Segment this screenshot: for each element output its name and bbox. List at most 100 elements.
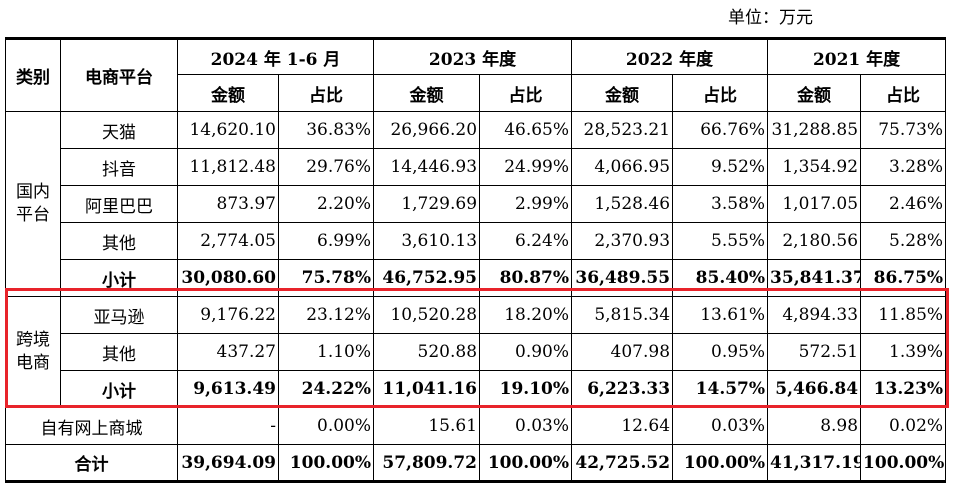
platform-label: 小计	[60, 370, 178, 408]
amount-cell: 30,080.60	[177, 259, 279, 297]
table-row: 抖音 11,812.48 29.76% 14,446.93 24.99% 4,066.95…	[6, 148, 947, 186]
table-row: 其他 437.27 1.10% 520.88 0.90% 407.98 0.95% 572.5…	[6, 333, 947, 371]
share-cell: 2.99%	[479, 185, 573, 223]
amount-cell: 4,066.95	[571, 148, 674, 186]
amount-cell: 26,966.20	[373, 111, 481, 149]
header-share: 占比	[672, 74, 769, 112]
share-cell: 2.46%	[860, 185, 947, 223]
amount-cell: 36,489.55	[571, 259, 674, 297]
share-cell: 13.61%	[672, 296, 769, 334]
share-cell: 75.73%	[860, 111, 947, 149]
share-cell: 1.10%	[277, 333, 375, 371]
header-period: 2022 年度	[571, 38, 769, 75]
amount-cell: 2,370.93	[571, 222, 674, 260]
share-cell: 3.58%	[672, 185, 769, 223]
share-cell: 0.03%	[479, 407, 573, 445]
share-cell: 66.76%	[672, 111, 769, 149]
category-label-line: 跨境	[16, 330, 50, 350]
amount-cell: 57,809.72	[373, 444, 481, 482]
amount-cell: 9,613.49	[177, 370, 279, 408]
category-cell: 国内 平台	[5, 111, 61, 297]
subtotal-row: 小计 30,080.60 75.78% 46,752.95 80.87% 36,489.5…	[6, 259, 947, 297]
platform-label: 抖音	[60, 148, 178, 186]
share-cell: 24.99%	[479, 148, 573, 186]
amount-cell: 1,528.46	[571, 185, 674, 223]
amount-cell: 5,815.34	[571, 296, 674, 334]
header-period: 2023 年度	[373, 38, 573, 75]
platform-label: 亚马逊	[60, 296, 178, 334]
amount-cell: 46,752.95	[373, 259, 481, 297]
share-cell: 24.22%	[277, 370, 375, 408]
header-share: 占比	[277, 74, 375, 112]
amount-cell: 14,620.10	[177, 111, 279, 149]
share-cell: 100.00%	[277, 444, 375, 482]
amount-cell: 9,176.22	[177, 296, 279, 334]
platform-label: 小计	[60, 259, 178, 297]
header-share: 占比	[860, 74, 947, 112]
share-cell: 0.02%	[860, 407, 947, 445]
share-cell: 2.20%	[277, 185, 375, 223]
share-cell: 6.24%	[479, 222, 573, 260]
amount-cell: 4,894.33	[767, 296, 862, 334]
share-cell: 36.83%	[277, 111, 375, 149]
table-row: 国内 平台 天猫 14,620.10 36.83% 26,966.20 46.65% 28,5…	[5, 111, 947, 297]
share-cell: 100.00%	[672, 444, 769, 482]
share-cell: 75.78%	[277, 259, 375, 297]
table-row: 其他 2,774.05 6.99% 3,610.13 6.24% 2,370.93 5.55…	[6, 222, 947, 260]
ecommerce-revenue-table: 类别 电商平台 2024 年 1-6 月 2023 年度 2022 年度 202…	[5, 37, 947, 483]
share-cell: 18.20%	[479, 296, 573, 334]
platform-label: 其他	[60, 333, 178, 371]
table-row: 跨境 电商 亚马逊 9,176.22 23.12% 10,520.28 18.20% 5,81…	[5, 296, 947, 408]
share-cell: 46.65%	[479, 111, 573, 149]
category-label-line: 电商	[16, 353, 50, 373]
table-row: 阿里巴巴 873.97 2.20% 1,729.69 2.99% 1,528.46 3.58…	[6, 185, 947, 223]
total-row: 合计 39,694.09 100.00% 57,809.72 100.00% 42,725…	[5, 444, 947, 482]
platform-label: 天猫	[60, 111, 178, 149]
amount-cell: 1,354.92	[767, 148, 862, 186]
platform-label: 阿里巴巴	[60, 185, 178, 223]
share-cell: 3.28%	[860, 148, 947, 186]
amount-cell: 520.88	[373, 333, 481, 371]
share-cell: 19.10%	[479, 370, 573, 408]
header-row-metrics: 金额 占比 金额 占比 金额 占比 金额 占比	[6, 74, 947, 112]
amount-cell: 2,774.05	[177, 222, 279, 260]
share-cell: 80.87%	[479, 259, 573, 297]
header-category: 类别	[5, 38, 61, 112]
amount-cell: 11,812.48	[177, 148, 279, 186]
amount-cell: 39,694.09	[177, 444, 279, 482]
amount-cell: 8.98	[767, 407, 862, 445]
header-share: 占比	[479, 74, 573, 112]
own-mall-row: 自有网上商城 -0.00% 15.61 0.03% 12.64 0.03% 8.98 0.02…	[5, 407, 947, 445]
amount-cell: 12.64	[571, 407, 674, 445]
amount-cell: 15.61	[373, 407, 481, 445]
amount-cell: 572.51	[767, 333, 862, 371]
share-cell: 23.12%	[277, 296, 375, 334]
amount-cell: 28,523.21	[571, 111, 674, 149]
amount-cell: 41,317.19	[767, 444, 862, 482]
share-cell: 9.52%	[672, 148, 769, 186]
header-platform: 电商平台	[60, 38, 178, 112]
header-amount: 金额	[767, 74, 862, 112]
header-amount: 金额	[177, 74, 279, 112]
amount-cell: 11,041.16	[373, 370, 481, 408]
share-cell: 0.03%	[672, 407, 769, 445]
amount-cell: 3,610.13	[373, 222, 481, 260]
share-cell: 1.39%	[860, 333, 947, 371]
amount-cell: 14,446.93	[373, 148, 481, 186]
amount-cell: 437.27	[177, 333, 279, 371]
share-cell: 13.23%	[860, 370, 947, 408]
amount-cell: -	[177, 407, 279, 445]
share-cell: 29.76%	[277, 148, 375, 186]
subtotal-row: 小计 9,613.49 24.22% 11,041.16 19.10% 6,223.33 1…	[6, 370, 947, 408]
share-cell: 100.00%	[860, 444, 947, 482]
share-cell: 6.99%	[277, 222, 375, 260]
platform-label: 其他	[60, 222, 178, 260]
header-amount: 金额	[571, 74, 674, 112]
share-cell: 0.00%	[277, 407, 375, 445]
amount-cell: 42,725.52	[571, 444, 674, 482]
header-row-periods: 类别 电商平台 2024 年 1-6 月 2023 年度 2022 年度 202…	[5, 38, 947, 112]
amount-cell: 35,841.37	[767, 259, 862, 297]
share-cell: 100.00%	[479, 444, 573, 482]
amount-cell: 6,223.33	[571, 370, 674, 408]
category-label-line: 平台	[16, 205, 50, 225]
